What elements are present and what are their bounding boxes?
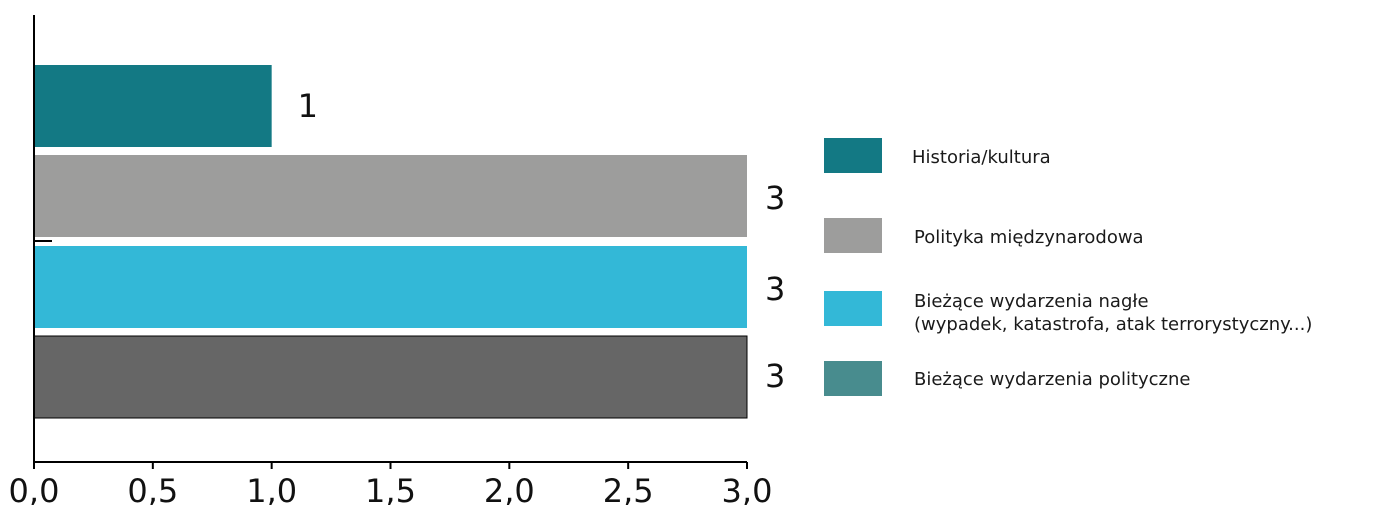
legend-item-historia: Historia/kultura xyxy=(824,138,1051,173)
x-axis-ticks: 0,0 0,5 1,0 1,5 2,0 2,5 3,0 xyxy=(9,462,773,505)
legend-swatch xyxy=(824,218,882,253)
bar-2 xyxy=(34,246,747,328)
legend-swatch xyxy=(824,138,882,173)
x-tick-label: 2,5 xyxy=(603,472,654,505)
bar-value-label-3: 3 xyxy=(765,357,785,395)
legend-swatch xyxy=(824,361,882,396)
bar-value-label-0: 1 xyxy=(298,87,318,125)
x-tick-label: 1,5 xyxy=(365,472,416,505)
value-labels-group: 1 3 3 3 xyxy=(298,87,786,395)
bar-1 xyxy=(34,155,747,237)
x-tick-label: 0,5 xyxy=(127,472,178,505)
legend-label: Bieżące wydarzenia polityczne xyxy=(914,369,1191,390)
bar-value-label-2: 3 xyxy=(765,270,785,308)
bar-3 xyxy=(33,335,748,419)
legend-label: Historia/kultura xyxy=(912,147,1051,168)
x-tick-label: 1,0 xyxy=(246,472,297,505)
bar-0 xyxy=(34,65,272,147)
bars-group xyxy=(33,65,748,419)
legend-label: Polityka międzynarodowa xyxy=(914,227,1144,248)
x-tick-label: 2,0 xyxy=(484,472,535,505)
legend-item-polityka: Polityka międzynarodowa xyxy=(824,218,1144,253)
bar-value-label-1: 3 xyxy=(765,179,785,217)
bar-chart: 1 3 3 3 0,0 0,5 1,0 1,5 2,0 2,5 3,0 xyxy=(9,15,786,505)
legend-swatch xyxy=(824,291,882,326)
legend-label: Bieżące wydarzenia nagłe (wypadek, katas… xyxy=(914,291,1313,335)
x-tick-label: 0,0 xyxy=(9,472,60,505)
legend-item-polityczne: Bieżące wydarzenia polityczne xyxy=(824,361,1191,396)
legend-item-nagle: Bieżące wydarzenia nagłe (wypadek, katas… xyxy=(824,291,1312,336)
x-tick-label: 3,0 xyxy=(722,472,773,505)
legend: Historia/kultura Polityka międzynarodowa… xyxy=(824,0,1384,505)
